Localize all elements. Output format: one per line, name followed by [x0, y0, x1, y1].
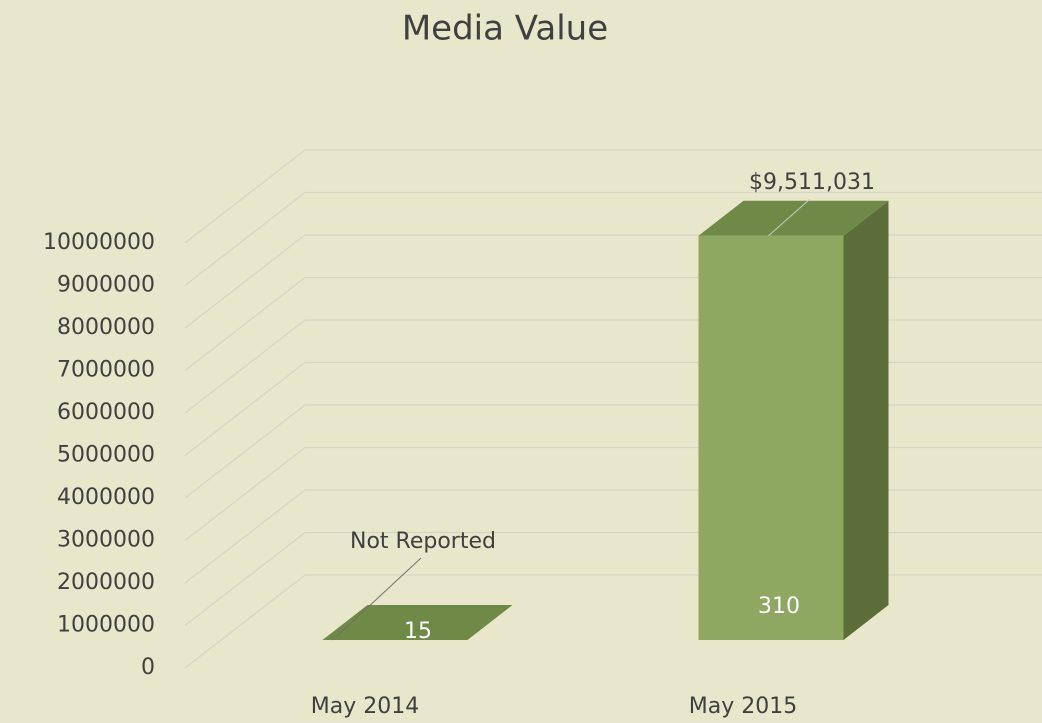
bar	[698, 200, 889, 640]
y-tick-label: 8000000	[57, 315, 155, 340]
bar-top	[698, 200, 889, 236]
bar-front	[698, 235, 844, 640]
y-tick-label: 7000000	[57, 358, 155, 383]
bar	[322, 605, 513, 640]
bar-side	[843, 200, 889, 640]
grid-line	[184, 149, 1042, 244]
y-tick-label: 2000000	[57, 570, 155, 595]
bar-annotation: 310	[758, 594, 800, 619]
y-tick-label: 3000000	[57, 528, 155, 553]
bar-annotation: 15	[404, 619, 432, 644]
y-tick-label: 5000000	[57, 443, 155, 468]
y-tick-label: 0	[141, 655, 155, 680]
y-tick-label: 6000000	[57, 400, 155, 425]
data-label: $9,511,031	[749, 170, 875, 195]
y-tick-label: 10000000	[43, 230, 155, 255]
leader-line	[768, 198, 811, 237]
y-tick-label: 4000000	[57, 485, 155, 510]
grid-line	[184, 191, 1042, 287]
data-label: Not Reported	[350, 529, 496, 554]
chart-title: Media Value	[402, 9, 608, 49]
y-tick-label: 1000000	[57, 613, 155, 638]
y-tick-label: 9000000	[57, 273, 155, 298]
bar-top	[322, 605, 513, 640]
leader-line	[332, 557, 422, 641]
x-tick-label: May 2014	[311, 694, 419, 719]
x-tick-label: May 2015	[689, 694, 797, 719]
